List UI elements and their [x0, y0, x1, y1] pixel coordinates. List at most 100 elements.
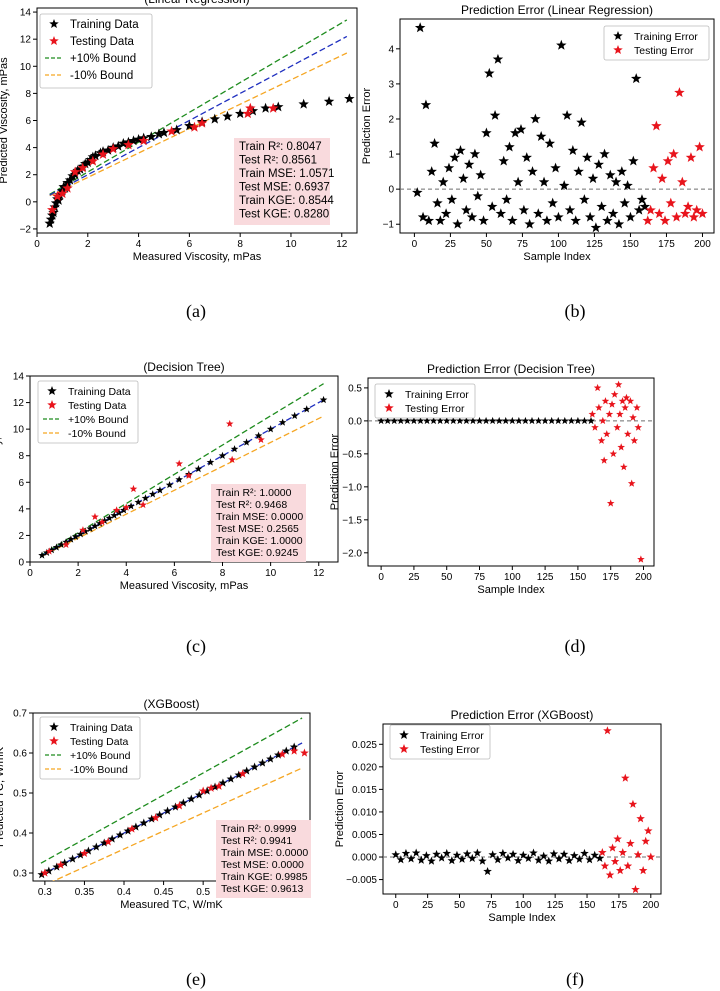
train-point [535, 131, 547, 141]
train-point [498, 848, 508, 858]
legend-marker-test [399, 744, 409, 754]
train-point [273, 101, 284, 112]
x-tick-label: 8 [220, 568, 226, 579]
train-point [278, 418, 287, 426]
y-tick-label: 8 [25, 89, 31, 100]
plot-frame [382, 723, 662, 895]
test-point [214, 781, 224, 790]
subfigure-label-e: (e) [186, 969, 206, 990]
x-tick-label: 0 [378, 572, 384, 583]
train-point [71, 532, 80, 540]
test-point [685, 152, 697, 163]
train-point [156, 486, 164, 494]
legend-marker-train [49, 19, 59, 29]
train-point [469, 148, 481, 159]
train-point [503, 853, 513, 862]
train-point [134, 498, 143, 506]
test-point [189, 121, 200, 132]
test-point [62, 182, 73, 193]
test-point [605, 410, 614, 418]
test-point [175, 459, 183, 467]
legend-label: Training Data [70, 722, 133, 734]
test-point [47, 204, 58, 215]
train-point [426, 166, 437, 177]
test-point [659, 215, 671, 226]
train-point [560, 416, 569, 425]
test-point [633, 403, 641, 411]
train-point [539, 851, 548, 860]
y-tick-label: 0.000 [352, 853, 377, 864]
train-point [518, 204, 530, 215]
train-point [410, 416, 418, 425]
train-point [115, 508, 123, 517]
train-point [519, 850, 528, 859]
chart-f: Prediction Error (XGBoost) 0 25 50 75 100 125 1… [334, 708, 662, 924]
x-tick-label: 6 [187, 239, 193, 250]
test-point [595, 403, 603, 411]
train-point [463, 159, 475, 170]
train-point [599, 148, 610, 159]
train-point [461, 204, 472, 215]
train-point [528, 416, 536, 425]
train-point [429, 138, 440, 148]
train-point [574, 416, 582, 425]
plot-frame [32, 712, 311, 882]
train-point [274, 750, 283, 759]
metric-text: Test MSE: 0.2565 [216, 523, 299, 535]
train-point [478, 215, 489, 226]
test-point [618, 397, 627, 405]
train-point [521, 416, 530, 425]
chart-title: Prediction Error (XGBoost) [451, 708, 594, 722]
x-tick-label: 2 [75, 568, 81, 579]
test-point [122, 503, 131, 511]
train-point [127, 502, 135, 510]
x-tick-label: 75 [517, 239, 529, 250]
metric-text: Train KGE: 0.9985 [221, 871, 308, 883]
train-point [633, 204, 645, 215]
train-point [158, 127, 170, 138]
train-point [440, 208, 452, 219]
train-point [234, 108, 246, 119]
train-point [222, 110, 233, 121]
train-point [72, 165, 83, 176]
train-point [515, 416, 523, 425]
x-tick-label: 50 [454, 900, 466, 911]
x-tick-label: 200 [642, 900, 659, 911]
test-point [637, 555, 645, 563]
x-axis-label: Sample Index [488, 912, 556, 924]
train-point [469, 416, 477, 425]
train-point [501, 416, 510, 425]
train-point [230, 445, 239, 453]
chart-title: (Linear Regression) [144, 0, 249, 6]
y-tick-label: 12 [13, 398, 25, 409]
train-point [587, 173, 599, 184]
train-point [559, 849, 569, 858]
y-tick-label: 4 [388, 44, 394, 55]
train-point [86, 524, 94, 533]
metric-text: Train MSE: 0.0000 [216, 511, 303, 523]
train-point [442, 848, 452, 858]
legend-label: -10% Bound [68, 428, 126, 440]
metric-text: Test R²: 0.8561 [239, 155, 317, 167]
test-point [62, 540, 70, 548]
y-tick-label: 0.3 [13, 869, 27, 880]
train-point [68, 854, 77, 863]
x-tick-label: 175 [658, 239, 675, 250]
train-point [436, 416, 444, 425]
train-point [67, 535, 75, 543]
train-point [52, 862, 62, 871]
lower-bound-line [49, 52, 348, 197]
train-point [602, 215, 613, 226]
train-point [628, 155, 639, 166]
train-point [486, 201, 498, 212]
train-point [550, 162, 561, 173]
train-point [323, 96, 335, 106]
train-point [508, 849, 518, 858]
metric-text: Test R²: 0.9468 [216, 499, 287, 511]
train-point [281, 746, 291, 755]
train-point [495, 416, 503, 425]
test-point [614, 380, 623, 388]
test-point [198, 786, 208, 795]
train-point [527, 166, 538, 177]
